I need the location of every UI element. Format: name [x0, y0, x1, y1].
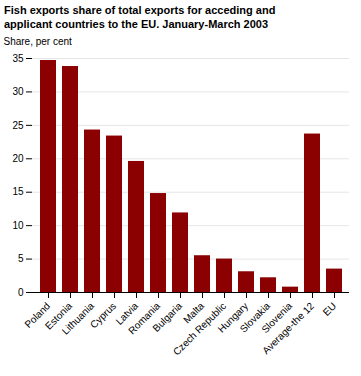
- svg-text:Romania: Romania: [126, 299, 163, 336]
- svg-text:5: 5: [18, 253, 24, 264]
- svg-text:Share, per cent: Share, per cent: [4, 35, 73, 46]
- svg-text:15: 15: [12, 186, 24, 197]
- svg-text:10: 10: [12, 219, 24, 230]
- svg-text:Hungary: Hungary: [215, 299, 251, 335]
- svg-text:Slovakia: Slovakia: [237, 299, 273, 335]
- svg-text:Slovenia: Slovenia: [259, 299, 295, 335]
- svg-text:Malta: Malta: [181, 299, 207, 325]
- svg-text:Estonia: Estonia: [42, 299, 75, 332]
- svg-text:Bulgaria: Bulgaria: [150, 300, 184, 334]
- svg-text:30: 30: [12, 86, 24, 97]
- svg-text:Cyprus: Cyprus: [88, 300, 118, 330]
- svg-text:Average-the 12: Average-the 12: [260, 300, 316, 356]
- html-text:Fish exports share of total ex: Fish exports share of total exports for …: [4, 4, 276, 31]
- svg-text:Czech Republic: Czech Republic: [170, 299, 229, 358]
- svg-text:20: 20: [12, 153, 24, 164]
- svg-text:Lithuania: Lithuania: [59, 299, 97, 337]
- svg-text:Poland: Poland: [22, 299, 53, 330]
- svg-text:35: 35: [12, 52, 24, 63]
- svg-text:Latvia: Latvia: [113, 299, 141, 327]
- svg-text:EU: EU: [321, 300, 339, 318]
- svg-text:25: 25: [12, 119, 24, 130]
- svg-text:0: 0: [18, 286, 24, 297]
